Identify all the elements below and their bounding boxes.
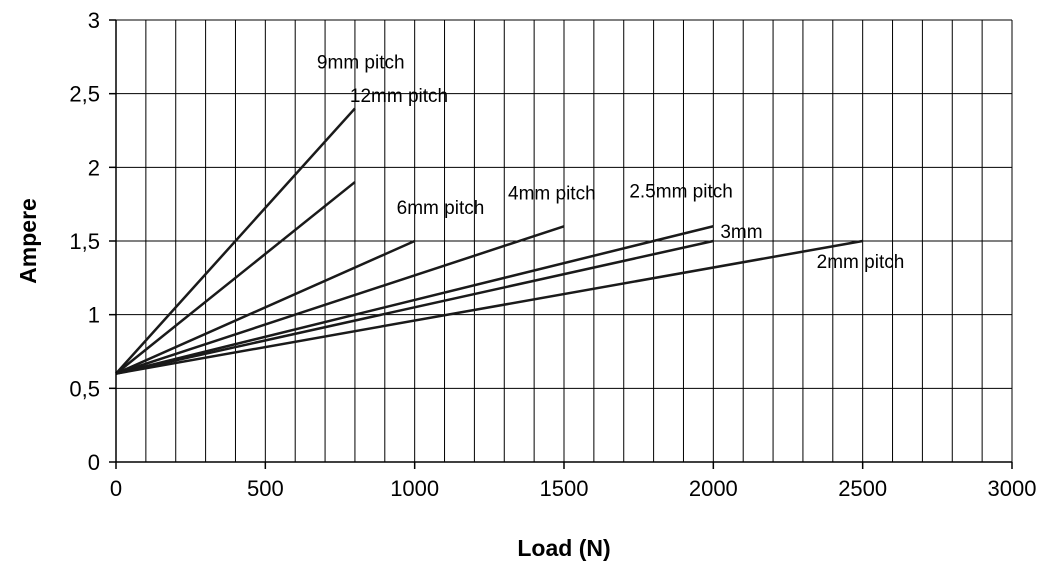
y-tick-label: 1,5 bbox=[69, 229, 100, 254]
series-label: 2.5mm pitch bbox=[629, 181, 732, 202]
x-tick-label: 1500 bbox=[540, 476, 589, 501]
x-tick-label: 2000 bbox=[689, 476, 738, 501]
series-lines bbox=[115, 107, 863, 375]
series-label: 4mm pitch bbox=[508, 183, 596, 204]
axes bbox=[109, 19, 1013, 469]
series-label: 3mm bbox=[720, 222, 762, 243]
series-label: 6mm pitch bbox=[397, 198, 485, 219]
y-tick-label: 2 bbox=[88, 155, 100, 180]
series-line bbox=[115, 181, 356, 375]
series-label: 12mm pitch bbox=[350, 86, 448, 107]
series-line bbox=[115, 107, 356, 375]
x-tick-label: 0 bbox=[110, 476, 122, 501]
y-tick-label: 3 bbox=[88, 8, 100, 33]
grid bbox=[115, 19, 1013, 462]
x-tick-label: 1000 bbox=[390, 476, 439, 501]
x-tick-label: 2500 bbox=[838, 476, 887, 501]
y-tick-label: 1 bbox=[88, 303, 100, 328]
series-line bbox=[115, 239, 863, 375]
series-line bbox=[115, 239, 416, 375]
x-axis-title: Load (N) bbox=[517, 535, 610, 561]
series-line bbox=[115, 239, 714, 375]
y-axis-title: Ampere bbox=[15, 198, 41, 284]
series-label: 9mm pitch bbox=[317, 52, 405, 73]
series-line bbox=[115, 225, 714, 375]
series-label: 2mm pitch bbox=[817, 252, 905, 273]
series-line bbox=[115, 225, 565, 375]
y-tick-label: 0,5 bbox=[69, 376, 100, 401]
series-labels: 9mm pitch 12mm pitch 6mm pitch 4mm pitch 2.5… bbox=[317, 52, 904, 273]
y-tick-label: 2,5 bbox=[69, 82, 100, 107]
x-tick-label: 500 bbox=[247, 476, 284, 501]
x-tick-label: 3000 bbox=[988, 476, 1037, 501]
y-tick-label: 0 bbox=[88, 450, 100, 475]
tick-labels: 0 500 1000 1500 2000 2500 3000 0 0,5 1 1,5 2 2,5 3 bbox=[69, 8, 1036, 501]
